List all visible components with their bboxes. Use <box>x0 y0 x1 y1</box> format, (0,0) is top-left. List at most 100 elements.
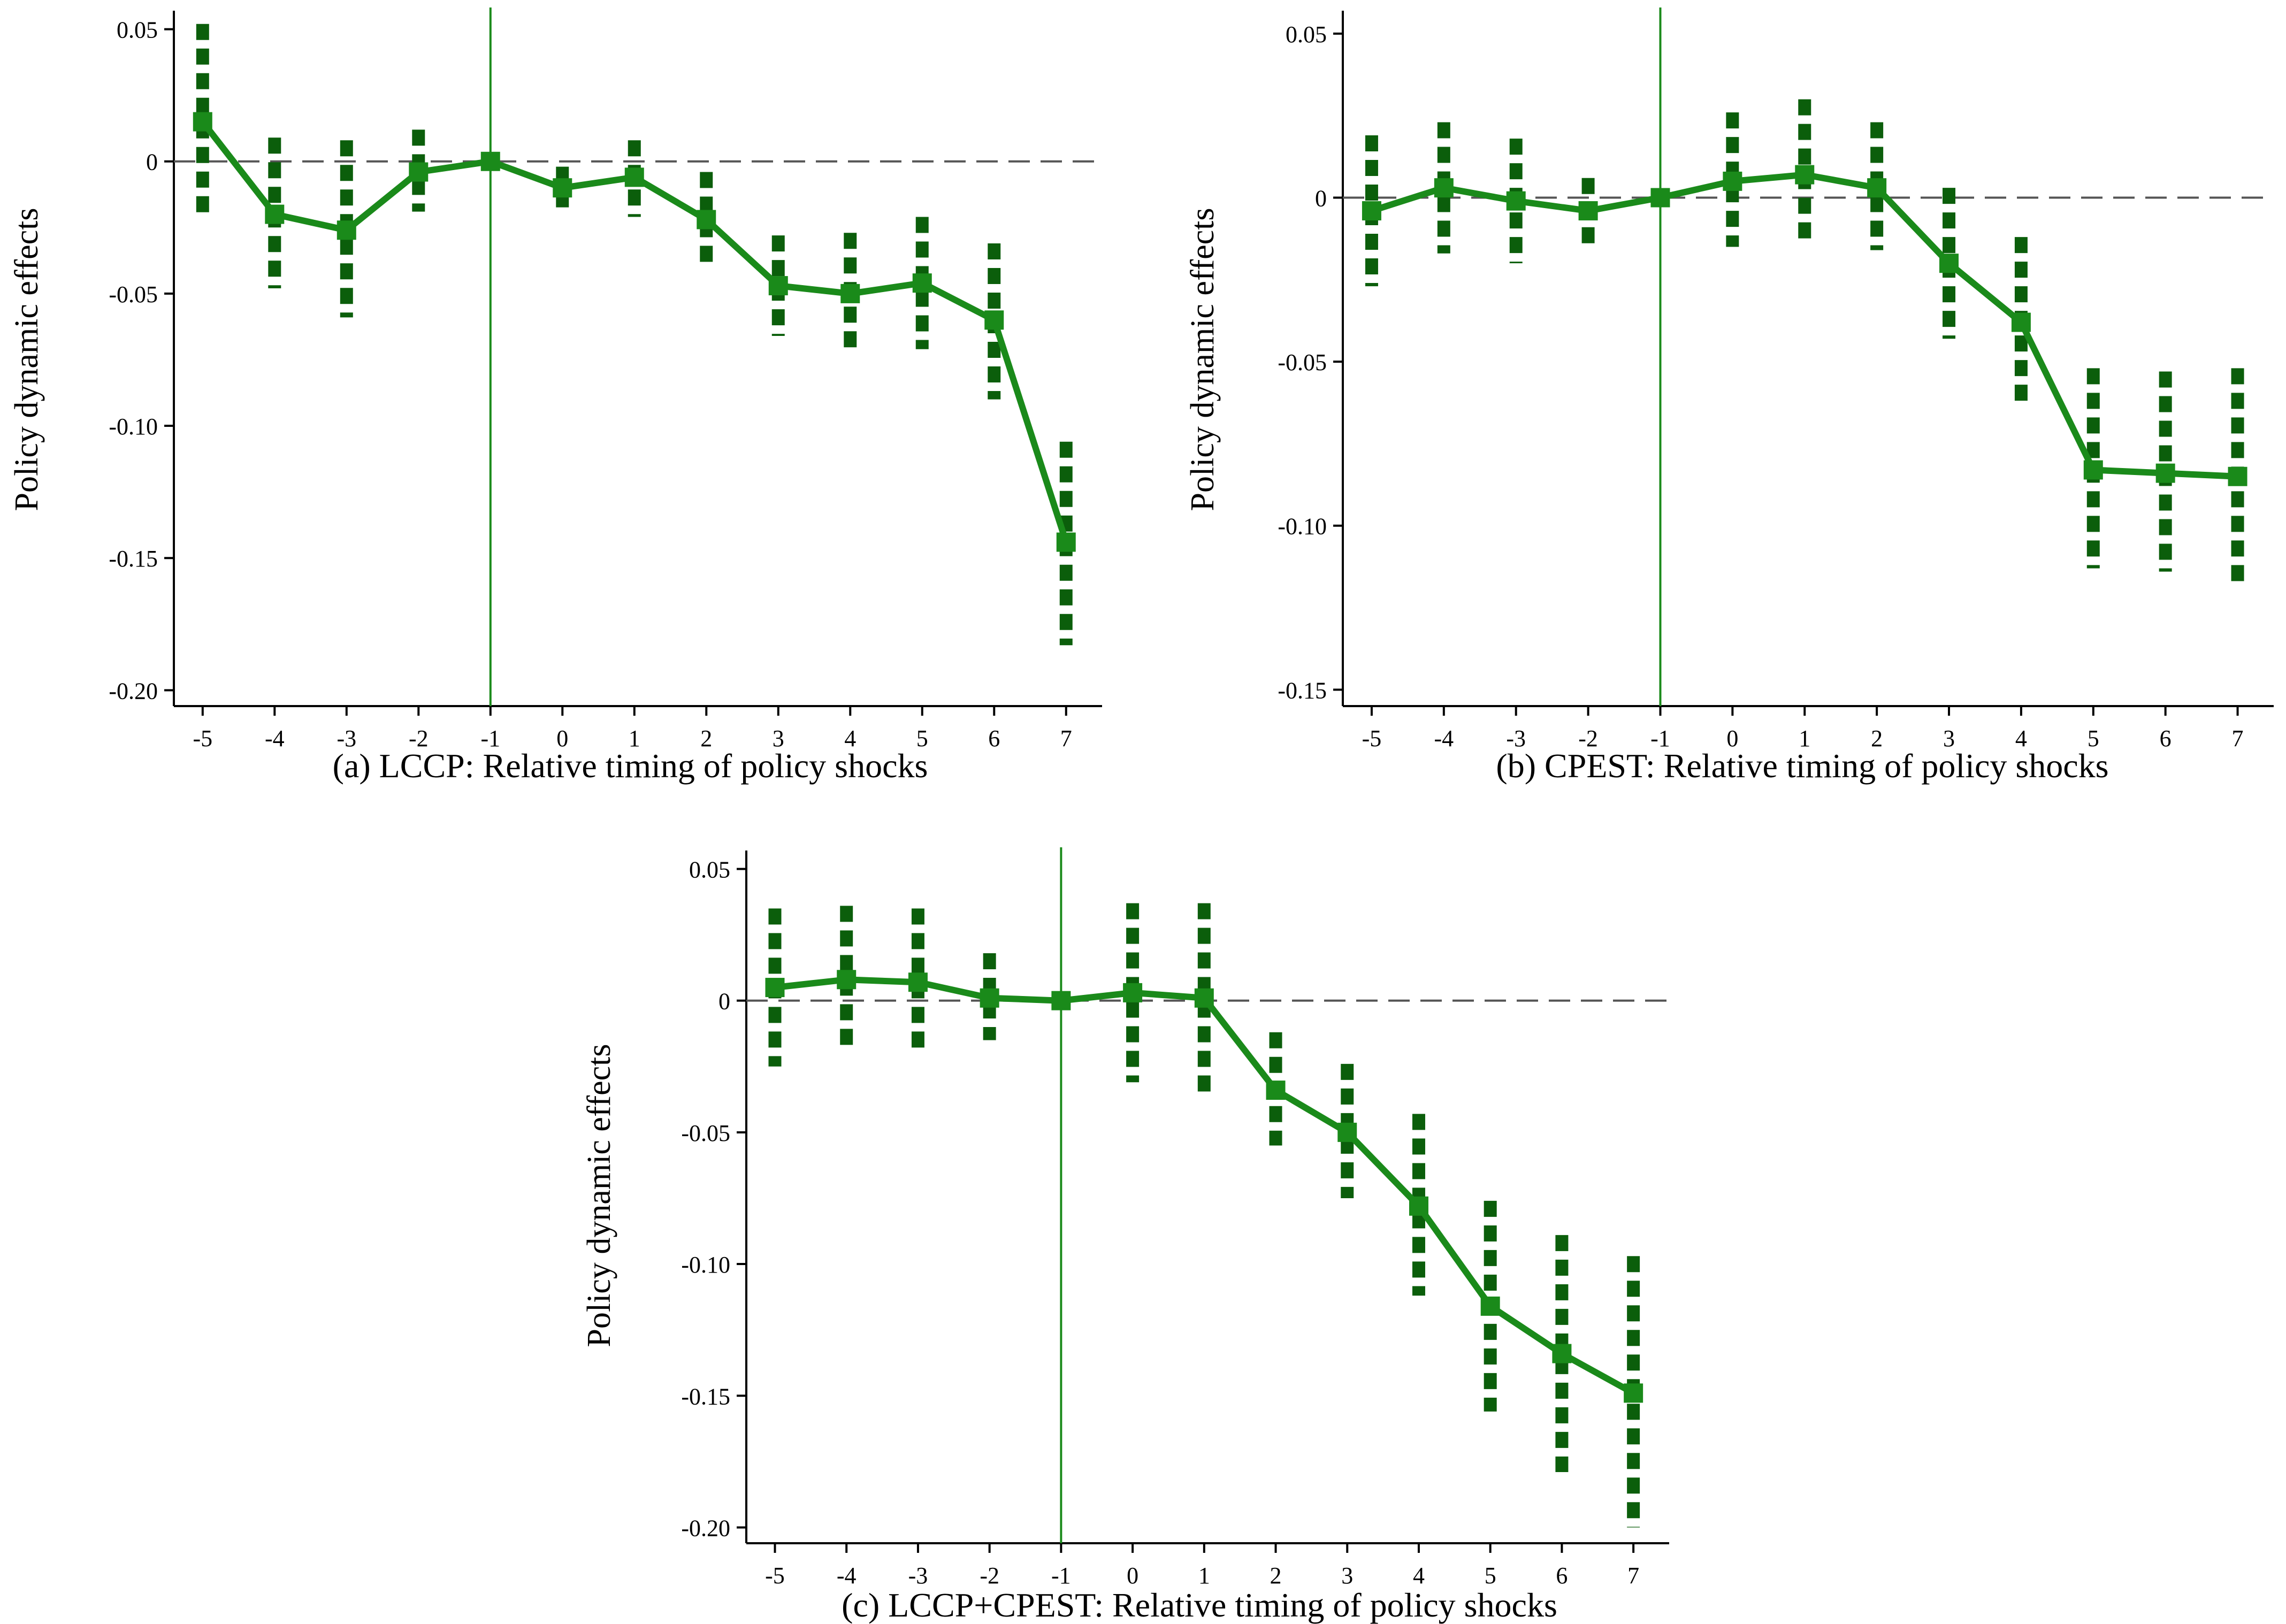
estimate-point <box>765 978 785 998</box>
estimate-point <box>1434 178 1454 198</box>
y-tick-label: -0.05 <box>1278 349 1327 376</box>
y-tick-label: 0.05 <box>689 856 730 883</box>
x-tick-label: 4 <box>1413 1562 1425 1589</box>
x-tick-label: 1 <box>629 725 640 752</box>
x-tick-label: 7 <box>1060 725 1072 752</box>
x-tick-label: -2 <box>409 725 429 752</box>
x-tick-label: 1 <box>1799 725 1810 752</box>
y-tick-label: -0.15 <box>109 546 158 572</box>
x-tick-label: 2 <box>1871 725 1883 752</box>
y-axis-label-b: Policy dynamic effects <box>1184 208 1221 511</box>
y-tick-label: -0.05 <box>109 281 158 308</box>
plot-area-b: 0.05 0 -0.05 -0.10 -0.15 -5 -4 -3 -2 -1 0 1 2 3 4 5 6 7 <box>1278 7 2274 752</box>
estimate-point <box>265 204 285 224</box>
x-tick-label: 2 <box>1270 1562 1282 1589</box>
panel-caption-a: (a) LCCP: Relative timing of policy shoc… <box>333 747 928 785</box>
x-tick-label: 6 <box>988 725 1000 752</box>
x-tick-label: -3 <box>908 1562 928 1589</box>
x-tick-label: 7 <box>2232 725 2244 752</box>
x-tick-label: 3 <box>1341 1562 1353 1589</box>
estimate-point <box>840 284 860 303</box>
estimate-point <box>409 162 429 182</box>
estimate-point <box>768 276 788 296</box>
plot-area-c: 0.05 0 -0.05 -0.10 -0.15 -0.20 -5 -4 -3 -2 -1 0 1 2 3 4… <box>681 847 1669 1589</box>
y-tick-label: -0.20 <box>109 678 158 704</box>
x-tick-label: -3 <box>337 725 356 752</box>
y-tick-label: -0.15 <box>1278 677 1327 703</box>
x-tick-label: 0 <box>556 725 568 752</box>
estimate-line <box>1371 171 2238 480</box>
estimate-point <box>1480 1296 1500 1316</box>
estimate-point <box>697 210 716 229</box>
plot-area-a: 0.05 0 -0.05 -0.10 -0.15 -0.20 -5 -4 -3 -2 -1 0 1 2 3 4… <box>109 7 1102 752</box>
y-tick-label: -0.10 <box>1278 514 1327 540</box>
estimate-point <box>1723 171 1742 191</box>
x-tick-label: 3 <box>773 725 784 752</box>
y-tick-label: -0.05 <box>681 1120 730 1146</box>
estimate-point <box>2155 463 2175 483</box>
y-tick-label: -0.10 <box>109 413 158 440</box>
x-tick-label: -3 <box>1506 725 1526 752</box>
estimate-point <box>1056 532 1076 552</box>
x-tick-label: 2 <box>700 725 712 752</box>
y-tick-label: -0.10 <box>681 1252 730 1278</box>
y-tick-label: 0.05 <box>1286 21 1327 48</box>
estimate-point <box>984 310 1004 330</box>
chart-panel-c: 0.05 0 -0.05 -0.10 -0.15 -0.20 -5 -4 -3 -2 -1 0 1 2 3 4… <box>581 847 1669 1624</box>
chart-panel-a: 0.05 0 -0.05 -0.10 -0.15 -0.20 -5 -4 -3 -2 -1 0 1 2 3 4… <box>9 7 1102 785</box>
estimate-point <box>1867 178 1887 198</box>
estimate-point <box>337 220 356 240</box>
x-tick-label: -4 <box>837 1562 857 1589</box>
estimate-point <box>1939 254 1959 273</box>
estimate-point <box>1194 988 1214 1008</box>
x-tick-label: -5 <box>193 725 212 752</box>
estimate-point <box>1362 201 1381 221</box>
chart-panel-b: 0.05 0 -0.05 -0.10 -0.15 -5 -4 -3 -2 -1 0 1 2 3 4 5 6 7 P… <box>1184 7 2274 785</box>
y-axis-label-a: Policy dynamic effects <box>9 208 45 511</box>
estimate-point <box>2228 466 2247 486</box>
y-tick-label: 0.05 <box>117 17 158 43</box>
x-tick-label: 4 <box>844 725 856 752</box>
y-tick-label: -0.20 <box>681 1515 730 1541</box>
y-axis-label-c: Policy dynamic effects <box>581 1044 617 1347</box>
x-tick-label: -1 <box>1051 1562 1071 1589</box>
estimate-point <box>1051 991 1071 1010</box>
x-tick-label: 5 <box>916 725 928 752</box>
x-tick-label: -2 <box>980 1562 999 1589</box>
y-tick-label: 0 <box>718 989 730 1015</box>
panel-caption-c: (c) LCCP+CPEST: Relative timing of polic… <box>842 1586 1557 1624</box>
y-tick-label: 0 <box>1315 186 1327 212</box>
estimate-point <box>1123 983 1143 1002</box>
estimate-point <box>1578 201 1598 221</box>
estimate-point <box>837 970 857 990</box>
x-tick-label: 1 <box>1198 1562 1210 1589</box>
x-tick-label: 3 <box>1943 725 1955 752</box>
estimate-point <box>193 112 212 132</box>
estimate-point <box>980 988 999 1008</box>
estimate-point <box>1624 1383 1643 1403</box>
x-tick-label: -2 <box>1578 725 1598 752</box>
x-tick-label: 4 <box>2015 725 2027 752</box>
estimate-point <box>908 972 928 992</box>
x-tick-label: -1 <box>480 725 500 752</box>
y-tick-label: 0 <box>146 149 158 175</box>
x-tick-label: 5 <box>2088 725 2099 752</box>
estimate-point <box>2083 460 2103 480</box>
estimate-point <box>624 167 644 187</box>
estimate-point <box>1506 191 1526 211</box>
panel-caption-b: (b) CPEST: Relative timing of policy sho… <box>1496 747 2108 785</box>
estimate-point <box>1650 188 1670 208</box>
x-tick-label: -4 <box>1434 725 1454 752</box>
x-tick-label: 0 <box>1127 1562 1138 1589</box>
estimate-point <box>1795 165 1815 185</box>
estimate-point <box>912 273 932 293</box>
x-tick-label: 6 <box>2160 725 2172 752</box>
estimate-point <box>2011 312 2031 332</box>
y-tick-label: -0.15 <box>681 1383 730 1409</box>
estimate-point <box>1409 1196 1428 1216</box>
x-tick-label: -5 <box>765 1562 785 1589</box>
estimate-point <box>1552 1344 1572 1363</box>
x-tick-label: 6 <box>1556 1562 1568 1589</box>
x-tick-label: 0 <box>1726 725 1738 752</box>
